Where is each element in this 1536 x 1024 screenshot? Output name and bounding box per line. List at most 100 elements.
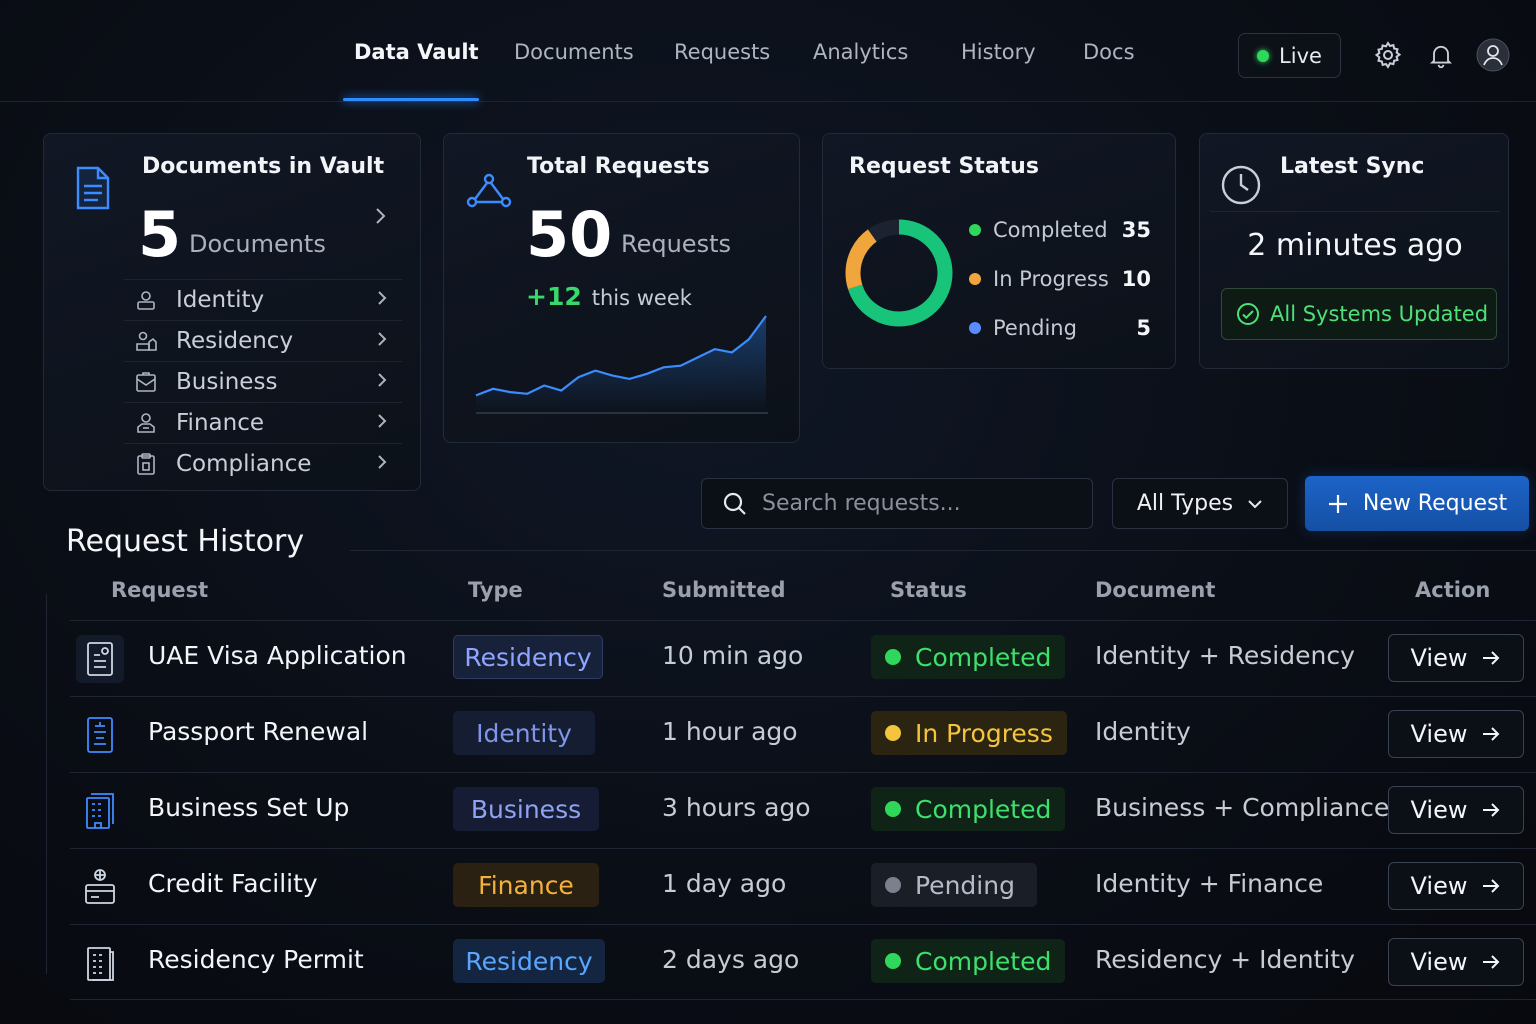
- status-badge-in-progress: In Progress: [871, 711, 1067, 755]
- view-label: View: [1410, 796, 1468, 824]
- status-badge-completed: Completed: [871, 635, 1066, 679]
- search-input[interactable]: [762, 491, 1062, 516]
- status-badge-completed: Completed: [871, 787, 1066, 831]
- view-button[interactable]: View: [1388, 634, 1524, 682]
- live-status-button[interactable]: Live: [1238, 33, 1341, 78]
- status-badge-pending: Pending: [871, 863, 1037, 907]
- type-filter-dropdown[interactable]: All Types: [1112, 478, 1288, 529]
- submitted-time: 1 day ago: [662, 869, 787, 898]
- nav-analytics[interactable]: Analytics: [813, 40, 909, 64]
- visa-document-icon: [76, 635, 124, 683]
- sync-card-title: Latest Sync: [1280, 154, 1425, 179]
- nav-data-vault[interactable]: Data Vault: [354, 40, 479, 64]
- request-name: Residency Permit: [148, 945, 364, 974]
- search-requests-box[interactable]: [701, 478, 1093, 529]
- submitted-time: 1 hour ago: [662, 717, 798, 746]
- systems-status-badge: All Systems Updated: [1221, 288, 1497, 340]
- nav-history[interactable]: History: [961, 40, 1036, 64]
- view-label: View: [1410, 720, 1468, 748]
- nav-active-indicator: [343, 98, 479, 101]
- request-name: Business Set Up: [148, 793, 350, 822]
- vault-category-identity[interactable]: Identity: [124, 279, 402, 320]
- permit-icon: [76, 939, 124, 987]
- vault-category-residency[interactable]: Residency: [124, 320, 402, 361]
- view-button[interactable]: View: [1388, 862, 1524, 910]
- gear-icon[interactable]: [1371, 38, 1405, 72]
- vault-document-count: 5: [138, 198, 182, 271]
- sparkline-area: [476, 316, 766, 413]
- weekly-delta-label: this week: [591, 286, 692, 310]
- vault-expand-chevron-icon[interactable]: [374, 206, 388, 230]
- table-row[interactable]: Residency Permit Residency 2 days ago Co…: [70, 924, 1536, 1000]
- column-header-document: Document: [1095, 578, 1216, 602]
- vault-category-compliance[interactable]: Compliance: [124, 443, 402, 484]
- nav-docs[interactable]: Docs: [1083, 40, 1135, 64]
- request-status-card: Request Status Completed 35 In Progress …: [822, 133, 1176, 369]
- type-tag-residency: Residency: [453, 939, 605, 983]
- in-progress-dot-icon: [969, 273, 981, 285]
- arrow-right-icon: [1483, 879, 1500, 893]
- new-request-button[interactable]: New Request: [1305, 476, 1529, 531]
- chevron-right-icon: [376, 371, 388, 393]
- status-label: Completed: [915, 946, 1052, 976]
- vault-category-label: Compliance: [176, 451, 312, 477]
- home-id-icon: [134, 329, 158, 353]
- legend-count: 35: [1121, 218, 1151, 242]
- column-header-action: Action: [1415, 578, 1491, 602]
- submitted-time: 2 days ago: [662, 945, 800, 974]
- table-row[interactable]: Credit Facility Finance 1 day ago Pendin…: [70, 848, 1536, 924]
- clipboard-icon: [134, 452, 158, 476]
- status-card-title: Request Status: [849, 154, 1039, 179]
- nav-requests[interactable]: Requests: [674, 40, 771, 64]
- view-label: View: [1410, 948, 1468, 976]
- request-name: UAE Visa Application: [148, 641, 407, 670]
- sparkline-line: [475, 315, 767, 397]
- status-label: In Progress: [915, 718, 1053, 748]
- completed-dot-icon: [969, 224, 981, 236]
- requests-card-title: Total Requests: [527, 154, 710, 179]
- request-name: Credit Facility: [148, 869, 318, 898]
- requests-unit: Requests: [621, 230, 731, 258]
- status-donut-chart: [845, 219, 953, 327]
- document-list: Residency + Identity: [1095, 945, 1355, 974]
- status-badge-completed: Completed: [871, 939, 1066, 983]
- type-filter-value: All Types: [1136, 491, 1234, 516]
- document-list: Identity + Residency: [1095, 641, 1355, 670]
- view-button[interactable]: View: [1388, 938, 1524, 986]
- live-label: Live: [1279, 43, 1322, 68]
- new-request-label: New Request: [1362, 491, 1508, 516]
- request-history-title: Request History: [66, 524, 305, 559]
- search-icon: [723, 492, 746, 515]
- check-circle-icon: [1237, 303, 1259, 325]
- table-row[interactable]: Passport Renewal Identity 1 hour ago In …: [70, 696, 1536, 772]
- vault-category-business[interactable]: Business: [124, 361, 402, 402]
- table-row[interactable]: Business Set Up Business 3 hours ago Com…: [70, 772, 1536, 848]
- weekly-delta-value: +12: [526, 282, 582, 311]
- request-name: Passport Renewal: [148, 717, 369, 746]
- bell-icon[interactable]: [1424, 38, 1458, 72]
- view-button[interactable]: View: [1388, 786, 1524, 834]
- document-list: Business + Compliance: [1095, 793, 1390, 822]
- table-row[interactable]: UAE Visa Application Residency 10 min ag…: [70, 620, 1536, 696]
- legend-label: Completed: [993, 218, 1108, 242]
- type-tag-finance: Finance: [453, 863, 599, 907]
- chevron-right-icon: [376, 289, 388, 311]
- arrow-right-icon: [1483, 803, 1500, 817]
- user-avatar-icon[interactable]: [1476, 38, 1510, 72]
- pending-dot-icon: [969, 322, 981, 334]
- document-icon: [72, 164, 112, 216]
- passport-icon: [76, 711, 124, 759]
- vault-category-finance[interactable]: Finance: [124, 402, 402, 443]
- network-icon: [464, 172, 514, 214]
- credit-icon: [76, 863, 124, 911]
- vault-category-label: Finance: [176, 410, 264, 436]
- top-navigation-bar: Data Vault Documents Requests Analytics …: [0, 0, 1536, 102]
- weekly-delta: +12 this week: [526, 282, 692, 311]
- view-button[interactable]: View: [1388, 710, 1524, 758]
- nav-documents[interactable]: Documents: [514, 40, 634, 64]
- document-list: Identity: [1095, 717, 1191, 746]
- table-left-rule: [46, 594, 47, 974]
- status-dot-icon: [885, 725, 901, 741]
- latest-sync-card: Latest Sync 2 minutes ago All Systems Up…: [1199, 133, 1509, 369]
- live-dot-icon: [1257, 49, 1270, 62]
